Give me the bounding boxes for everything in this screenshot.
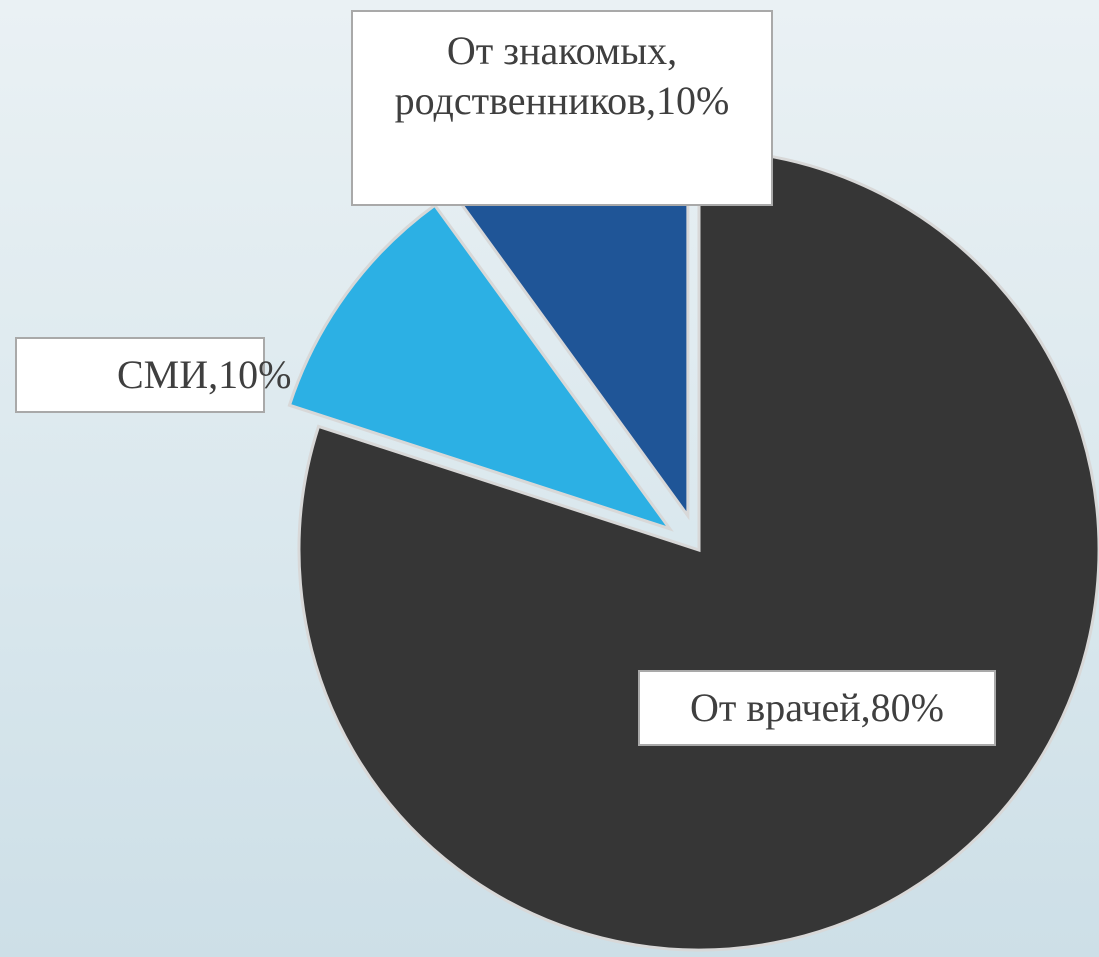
pie-slice [297, 148, 1099, 952]
pie-slice [287, 203, 674, 532]
data-label: От врачей,80% [638, 670, 996, 746]
data-label: СМИ,10% [15, 337, 291, 413]
data-label: От знакомых, родственников,10% [351, 10, 773, 206]
